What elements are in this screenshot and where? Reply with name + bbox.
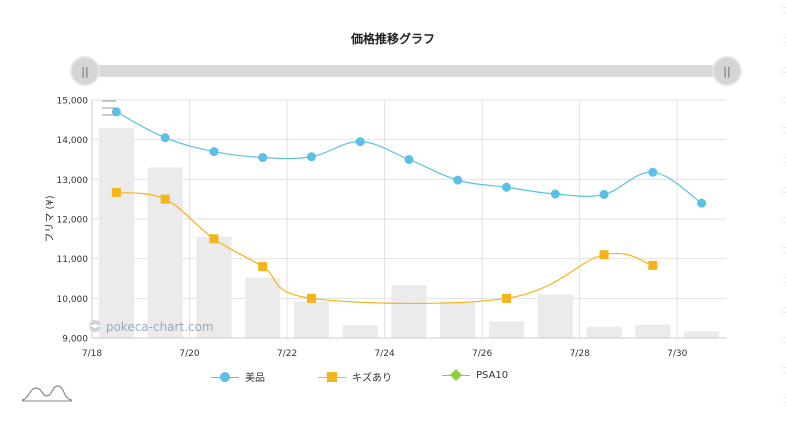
data-point [648, 167, 658, 177]
volume-bar [391, 285, 427, 338]
slider-left-handle[interactable]: || [70, 56, 100, 86]
series-markers [111, 107, 707, 303]
volume-bar [488, 321, 525, 338]
data-point [306, 293, 316, 303]
x-tick-label: 7/18 [82, 349, 102, 359]
data-point [404, 155, 414, 164]
data-point [355, 137, 365, 147]
y-tick-label: 9,000 [62, 335, 88, 345]
volume-bar [196, 236, 232, 338]
data-point [599, 189, 609, 199]
data-point [697, 198, 707, 208]
data-point [306, 152, 316, 162]
legend-label: キズあり [352, 373, 392, 384]
x-tick-label: 7/28 [570, 349, 590, 359]
volume-bar [245, 277, 281, 338]
slider-right-grip: || [723, 65, 730, 78]
chart-title: 価格推移グラフ [350, 32, 435, 46]
zoom-reset-icon[interactable] [102, 100, 116, 116]
x-tick-label: 7/24 [375, 349, 395, 359]
legend-item-kizuari[interactable]: キズあり [318, 369, 392, 384]
square-marker-icon [327, 371, 337, 382]
legend-item-bihin[interactable]: 美品 [211, 369, 265, 384]
data-point [111, 107, 121, 117]
data-point [111, 187, 121, 197]
volume-bar [440, 301, 476, 338]
volume-bar [586, 326, 622, 338]
edge-decoration [780, 6, 786, 404]
chart-logo-icon [21, 385, 73, 402]
pokeball-icon [89, 320, 101, 332]
y-tick-label: 14,000 [57, 136, 89, 146]
legend-item-psa10[interactable]: PSA10 [442, 368, 509, 382]
x-tick-label: 7/30 [667, 349, 687, 359]
volume-bar [537, 294, 573, 338]
volume-bar [293, 301, 330, 338]
x-tick-label: 7/26 [472, 349, 492, 359]
data-point [209, 147, 219, 157]
volume-bar [147, 167, 183, 338]
slider-right-handle[interactable]: || [712, 56, 742, 86]
y-axis-label: フリマ (¥) [45, 195, 56, 242]
series-line-1 [116, 191, 654, 305]
data-point [599, 250, 609, 260]
data-point [502, 293, 512, 303]
data-point [550, 189, 560, 199]
volume-bar [635, 324, 671, 338]
y-tick-label: 11,000 [57, 255, 89, 265]
data-point [258, 153, 268, 163]
legend-label: PSA10 [476, 369, 509, 381]
diamond-marker-icon [449, 368, 463, 382]
y-tick-label: 15,000 [57, 97, 89, 107]
slider-left-grip: || [81, 65, 88, 78]
data-point [502, 182, 512, 192]
x-tick-label: 7/20 [179, 349, 199, 359]
range-slider[interactable]: || || [70, 56, 742, 86]
circle-marker-icon [220, 371, 230, 382]
chart-legend: 美品 キズあり PSA10 [0, 368, 786, 385]
slider-track[interactable] [85, 65, 726, 77]
data-point [648, 260, 658, 270]
volume-bars [98, 127, 720, 339]
volume-bar [342, 325, 378, 338]
y-tick-label: 12,000 [57, 216, 89, 226]
volume-bar [684, 331, 720, 338]
watermark-text: pokeca-chart.com [105, 320, 214, 334]
chart-axes: 9,000 10,000 11,000 12,000 13,000 14,000 15,00… [57, 97, 726, 359]
data-point [453, 175, 463, 185]
x-tick-label: 7/22 [277, 349, 297, 359]
y-tick-label: 13,000 [57, 176, 89, 186]
y-tick-label: 10,000 [57, 295, 89, 305]
legend-label: 美品 [245, 373, 265, 384]
data-point [258, 262, 268, 272]
data-point [209, 234, 219, 244]
data-point [160, 133, 170, 143]
volume-bar [98, 127, 134, 339]
data-point [160, 194, 170, 204]
watermark: pokeca-chart.com [88, 319, 214, 334]
